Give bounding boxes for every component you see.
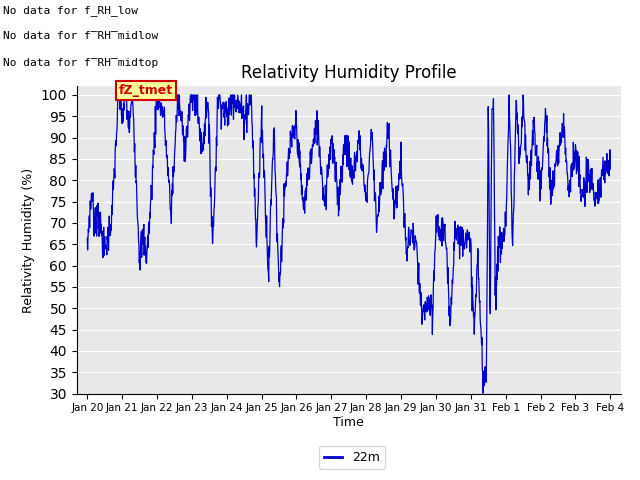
Y-axis label: Relativity Humidity (%): Relativity Humidity (%) <box>22 168 35 312</box>
Legend: 22m: 22m <box>319 446 385 469</box>
Text: No data for f_RH_low: No data for f_RH_low <box>3 5 138 16</box>
Title: Relativity Humidity Profile: Relativity Humidity Profile <box>241 64 456 82</box>
Text: No data for f̅RH̅midlow: No data for f̅RH̅midlow <box>3 31 159 41</box>
Text: fZ_tmet: fZ_tmet <box>118 84 173 97</box>
X-axis label: Time: Time <box>333 416 364 429</box>
Text: No data for f̅RH̅midtop: No data for f̅RH̅midtop <box>3 58 159 68</box>
